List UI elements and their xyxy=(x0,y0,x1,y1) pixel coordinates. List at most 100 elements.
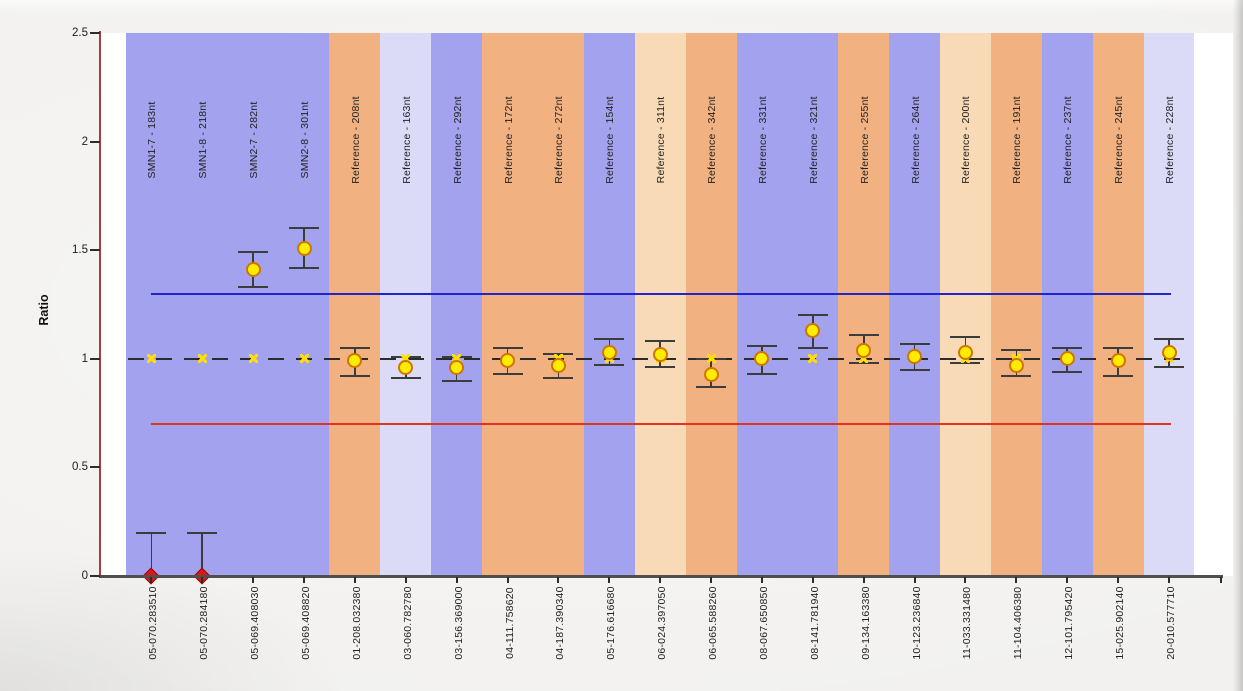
error-bar-cap xyxy=(1103,346,1134,349)
reference-ratio-marker xyxy=(146,354,156,364)
error-bar-cap xyxy=(746,344,777,347)
y-axis-tick xyxy=(90,357,100,360)
error-bar-cap xyxy=(543,377,574,380)
probe-header-label: Reference - 331nt xyxy=(756,96,769,184)
reference-ratio-marker xyxy=(859,354,869,364)
x-axis-tick xyxy=(455,577,458,583)
ratio-point-marker xyxy=(703,366,719,382)
probe-band xyxy=(990,33,1042,576)
error-bar-cap xyxy=(950,336,981,339)
y-axis-tick-label: 2 xyxy=(81,135,88,148)
x-axis-label: 11-033.331480 xyxy=(961,586,974,660)
probe-band xyxy=(940,33,991,576)
error-bar-cap xyxy=(797,346,828,349)
error-bar-cap xyxy=(594,364,625,367)
x-axis-label: 03-156.369000 xyxy=(452,586,465,660)
error-bar-cap xyxy=(594,338,625,341)
x-axis-label: 09-134.163380 xyxy=(859,586,872,660)
x-axis-tick xyxy=(557,577,560,583)
x-axis-label: 12-101.795420 xyxy=(1063,586,1076,660)
x-axis-label: 06-065.588260 xyxy=(707,586,720,660)
error-bar-cap xyxy=(746,373,777,375)
ratio-point-marker xyxy=(1161,344,1177,360)
ratio-point-marker xyxy=(245,262,261,278)
probe-band xyxy=(227,33,279,576)
x-axis-tick xyxy=(150,577,153,583)
error-bar-cap xyxy=(1154,366,1184,369)
ratio-point-marker xyxy=(398,359,414,375)
x-axis-tick xyxy=(913,577,916,583)
probe-header-label: SMN2-7 - 282nt xyxy=(248,101,261,179)
error-bar-cap xyxy=(1001,349,1032,352)
error-bar-cap xyxy=(187,531,218,534)
error-bar-cap xyxy=(1103,375,1134,378)
probe-header-label: Reference - 172nt xyxy=(502,96,515,184)
photo-edge-shadow xyxy=(1233,0,1243,691)
probe-header-label: Reference - 163nt xyxy=(400,96,413,184)
x-axis-label: 08-141.781940 xyxy=(808,586,821,660)
ratio-point-marker xyxy=(449,359,465,375)
x-axis-tick xyxy=(506,577,509,583)
probe-header-label: Reference - 208nt xyxy=(349,96,362,184)
error-bar-cap xyxy=(1052,346,1083,349)
error-bar-cap xyxy=(899,368,930,371)
probe-header-label: Reference - 237nt xyxy=(1062,96,1075,184)
x-axis-tick xyxy=(964,577,967,583)
y-axis-tick-label: 2.5 xyxy=(72,27,88,39)
error-bar-cap xyxy=(645,366,676,369)
probe-band xyxy=(634,33,686,576)
probe-header-label: Reference - 228nt xyxy=(1164,96,1176,184)
error-bar-cap xyxy=(441,379,472,382)
x-axis-label: 11-104.406380 xyxy=(1012,586,1025,660)
error-bar-cap xyxy=(848,333,879,336)
x-axis-label: 10-123.236840 xyxy=(910,586,923,660)
probe-band xyxy=(125,33,177,576)
error-bar-cap xyxy=(1052,370,1083,373)
probe-band xyxy=(583,33,635,576)
y-axis-tick-label: 0 xyxy=(81,570,88,582)
upper-threshold-line xyxy=(150,292,1171,296)
ratio-point-marker xyxy=(500,353,516,369)
ratio-point-marker xyxy=(550,357,566,373)
x-axis-tick xyxy=(760,577,763,583)
x-axis-tick xyxy=(811,577,814,583)
y-axis-tick xyxy=(90,466,100,469)
reference-ratio-marker xyxy=(197,354,207,364)
y-axis-tick-label: 1.5 xyxy=(72,244,88,257)
error-bar-cap xyxy=(238,251,269,254)
x-axis-tick xyxy=(252,577,255,583)
x-axis-tick xyxy=(1117,577,1120,583)
probe-header-label: Reference - 200nt xyxy=(960,96,973,184)
error-bar xyxy=(201,532,204,576)
error-bar-cap xyxy=(238,286,269,289)
x-axis-tick xyxy=(1015,577,1018,583)
probe-band xyxy=(787,33,839,576)
probe-band xyxy=(482,33,533,576)
probe-header-label: Reference - 292nt xyxy=(451,96,464,184)
x-axis-label: 05-070.284180 xyxy=(198,586,211,660)
x-axis-line xyxy=(99,575,1223,578)
reference-ratio-marker xyxy=(401,354,411,364)
x-axis-tick xyxy=(353,577,356,583)
x-axis-label: 05-069.408030 xyxy=(249,586,262,660)
y-axis-tick xyxy=(90,140,100,143)
probe-header-label: Reference - 264nt xyxy=(909,96,922,184)
probe-header-label: Reference - 154nt xyxy=(604,96,617,184)
y-axis-line xyxy=(99,31,101,577)
probe-band xyxy=(380,33,432,576)
probe-header-label: Reference - 272nt xyxy=(553,96,566,184)
probe-band xyxy=(736,33,788,576)
probe-band xyxy=(1041,33,1093,576)
x-axis-label: 04-187.390340 xyxy=(554,586,567,660)
x-axis-tick xyxy=(710,577,713,583)
ratio-point-marker xyxy=(296,240,312,256)
ratio-point-marker xyxy=(957,344,973,360)
x-axis-label: 05-176.616680 xyxy=(605,586,618,660)
probe-band xyxy=(329,33,381,576)
x-axis-label: 15-025.902140 xyxy=(1114,586,1127,660)
x-axis-label: 05-070.283510 xyxy=(147,586,160,660)
x-axis-label: 01-208.032380 xyxy=(350,586,363,660)
error-bar-cap xyxy=(899,342,930,345)
ratio-point-marker xyxy=(652,346,668,362)
